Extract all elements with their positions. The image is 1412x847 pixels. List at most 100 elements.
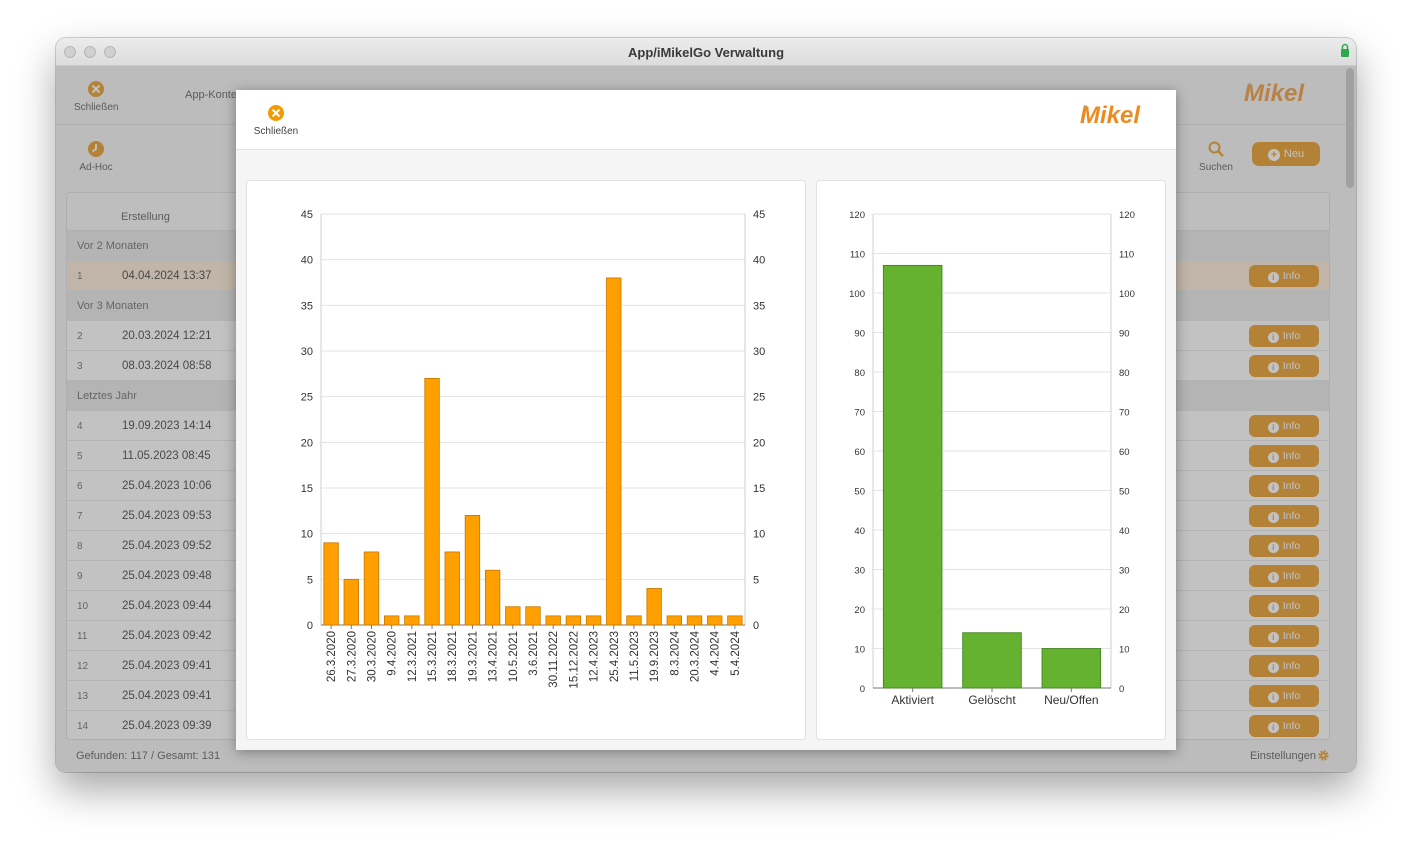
info-button[interactable]: i Info bbox=[1249, 355, 1319, 377]
zoom-window-button[interactable] bbox=[104, 46, 116, 58]
logo-i: i bbox=[1244, 80, 1251, 107]
info-icon: i bbox=[1267, 512, 1279, 523]
y-tick-label-right: 40 bbox=[1119, 526, 1130, 537]
bar bbox=[383, 615, 400, 626]
row-date: 25.04.2023 09:53 bbox=[122, 510, 212, 522]
x-tick-label: 30.3.2020 bbox=[366, 631, 378, 682]
bar bbox=[484, 569, 501, 626]
y-tick-label-left: 50 bbox=[854, 487, 865, 498]
y-tick-label-right: 30 bbox=[753, 346, 765, 358]
x-tick-label: 26.3.2020 bbox=[326, 631, 338, 682]
bar bbox=[505, 606, 521, 626]
row-number: 4 bbox=[77, 421, 83, 432]
bar bbox=[444, 551, 460, 626]
logo-i: i bbox=[1080, 102, 1087, 129]
bar bbox=[424, 377, 440, 626]
y-tick-label-left: 40 bbox=[854, 526, 865, 537]
info-label: Info bbox=[1282, 270, 1301, 282]
x-tick-label: 11.5.2023 bbox=[629, 631, 641, 681]
y-tick-label-left: 20 bbox=[301, 437, 313, 449]
x-tick-label: 15.3.2021 bbox=[427, 631, 439, 682]
info-label: Info bbox=[1282, 360, 1301, 372]
row-date: 25.04.2023 09:42 bbox=[122, 630, 212, 642]
gear-icon[interactable] bbox=[1317, 749, 1330, 762]
y-tick-label-left: 30 bbox=[854, 566, 865, 577]
info-label: Info bbox=[1282, 330, 1301, 342]
bar bbox=[525, 606, 541, 626]
status-bar-chart: 0 0 10 10 20 20 30 30 40 40 50 50 60 60 70 70 80 80 90 90 10… bbox=[849, 210, 1135, 707]
adhoc-button[interactable]: Ad-Hoc bbox=[74, 140, 118, 173]
info-button[interactable]: i Info bbox=[1249, 685, 1319, 707]
y-tick-label-left: 0 bbox=[860, 684, 865, 695]
column-header-creation[interactable]: Erstellung bbox=[121, 211, 170, 223]
info-label: Info bbox=[1282, 570, 1301, 582]
minimize-window-button[interactable] bbox=[84, 46, 96, 58]
plus-icon: + bbox=[1267, 149, 1280, 161]
group-label: Vor 3 Monaten bbox=[77, 300, 149, 312]
x-tick-label: Neu/Offen bbox=[1044, 693, 1098, 707]
scrollbar[interactable] bbox=[1346, 68, 1354, 188]
row-number: 6 bbox=[77, 481, 83, 492]
settings-link[interactable]: Einstellungen bbox=[1249, 750, 1316, 762]
y-tick-label-right: 45 bbox=[753, 209, 765, 221]
tab-app-contacts[interactable]: App-Konte bbox=[185, 89, 237, 101]
close-window-button[interactable] bbox=[64, 46, 76, 58]
info-button[interactable]: i Info bbox=[1249, 625, 1319, 647]
y-tick-label-right: 25 bbox=[753, 392, 765, 404]
x-tick-label: 12.4.2023 bbox=[589, 631, 601, 682]
row-number: 1 bbox=[77, 271, 83, 282]
lock-icon bbox=[1341, 43, 1349, 57]
info-icon: i bbox=[1267, 332, 1279, 343]
search-button[interactable]: Suchen bbox=[1194, 140, 1238, 173]
info-icon: i bbox=[1267, 362, 1279, 373]
y-tick-label-right: 10 bbox=[1119, 645, 1130, 656]
title-bar: App/iMikelGo Verwaltung bbox=[56, 38, 1356, 66]
x-tick-label: Aktiviert bbox=[891, 693, 934, 707]
y-tick-label-right: 30 bbox=[1119, 566, 1130, 577]
x-tick-label: 12.3.2021 bbox=[407, 631, 419, 682]
new-button[interactable]: + Neu bbox=[1252, 142, 1320, 166]
bar bbox=[323, 542, 339, 626]
new-label: Neu bbox=[1283, 148, 1305, 160]
bar bbox=[1041, 648, 1102, 689]
info-button[interactable]: i Info bbox=[1249, 475, 1319, 497]
row-number: 12 bbox=[77, 661, 89, 672]
y-tick-label-right: 5 bbox=[753, 574, 759, 586]
bar bbox=[545, 615, 561, 626]
info-button[interactable]: i Info bbox=[1249, 595, 1319, 617]
y-tick-label-left: 90 bbox=[854, 329, 865, 340]
x-tick-label: 30.11.2022 bbox=[548, 631, 560, 688]
info-button[interactable]: i Info bbox=[1249, 265, 1319, 287]
x-tick-label: 19.3.2021 bbox=[467, 631, 479, 682]
info-button[interactable]: i Info bbox=[1249, 655, 1319, 677]
info-icon: i bbox=[1267, 602, 1279, 613]
close-button[interactable]: Schließen bbox=[74, 80, 118, 113]
y-tick-label-right: 15 bbox=[753, 483, 765, 495]
info-button[interactable]: i Info bbox=[1249, 505, 1319, 527]
bar bbox=[565, 615, 582, 626]
bar bbox=[626, 615, 642, 626]
dialog-close-button[interactable]: Schließen bbox=[252, 104, 300, 137]
x-tick-label: 10.5.2021 bbox=[508, 631, 520, 682]
y-tick-label-left: 15 bbox=[301, 483, 313, 495]
group-label: Vor 2 Monaten bbox=[77, 240, 149, 252]
row-number: 2 bbox=[77, 331, 83, 342]
bar bbox=[666, 615, 683, 626]
y-tick-label-right: 80 bbox=[1119, 368, 1130, 379]
bar bbox=[707, 615, 723, 626]
x-tick-label: 9.4.2020 bbox=[387, 631, 399, 676]
info-label: Info bbox=[1282, 420, 1301, 432]
info-button[interactable]: i Info bbox=[1249, 715, 1319, 737]
x-tick-label: 15.12.2022 bbox=[568, 631, 580, 689]
close-circle-icon bbox=[268, 105, 284, 121]
info-button[interactable]: i Info bbox=[1249, 325, 1319, 347]
info-button[interactable]: i Info bbox=[1249, 445, 1319, 467]
info-button[interactable]: i Info bbox=[1249, 565, 1319, 587]
info-button[interactable]: i Info bbox=[1249, 415, 1319, 437]
info-button[interactable]: i Info bbox=[1249, 535, 1319, 557]
bar bbox=[727, 615, 743, 626]
info-icon: i bbox=[1267, 422, 1279, 433]
status-footer: Gefunden: 117 / Gesamt: 131 Einstellunge… bbox=[56, 740, 1356, 772]
bar bbox=[606, 277, 622, 626]
info-label: Info bbox=[1282, 690, 1301, 702]
